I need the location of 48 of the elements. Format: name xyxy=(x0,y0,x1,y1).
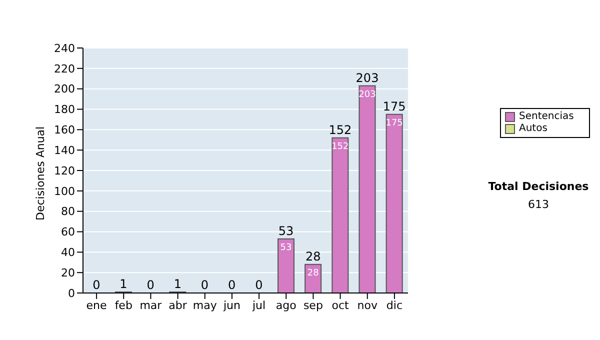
total-label: 1 xyxy=(120,276,128,291)
bar xyxy=(386,114,403,293)
y-tick-label: 0 xyxy=(68,286,75,300)
y-axis-title: Decisiones Anual xyxy=(34,126,47,220)
x-tick-label: may xyxy=(192,298,218,312)
total-label: 0 xyxy=(228,278,236,292)
x-tick-label: oct xyxy=(332,298,350,312)
x-tick-label: dic xyxy=(386,298,403,312)
text: 613 xyxy=(527,198,550,211)
y-tick-label: 80 xyxy=(61,205,75,218)
x-tick-label: mar xyxy=(140,298,162,312)
y-tick-label: 60 xyxy=(61,226,75,239)
y-tick-label: 180 xyxy=(54,103,75,116)
y-tick-label: 140 xyxy=(54,144,75,157)
x-tick-label: jul xyxy=(251,298,266,312)
legend-label: Autos xyxy=(519,123,548,135)
y-tick-label: 220 xyxy=(54,62,75,76)
total-label: 175 xyxy=(382,99,406,114)
x-tick-label: sep xyxy=(303,298,323,312)
x-tick-label: ago xyxy=(276,298,297,312)
x-tick-label: feb xyxy=(114,298,132,312)
data-label: 28 xyxy=(307,268,320,278)
x-tick-label: ene xyxy=(86,298,108,312)
y-tick-label: 100 xyxy=(54,184,75,198)
total-label: 0 xyxy=(146,278,154,292)
y-tick-label: 20 xyxy=(61,266,75,280)
total-label: 152 xyxy=(328,122,352,137)
legend-label: Sentencias xyxy=(519,111,574,123)
total-label: 203 xyxy=(356,70,379,85)
total-label: 53 xyxy=(278,224,294,238)
y-tick-label: 160 xyxy=(54,124,75,137)
y-tick-label: 240 xyxy=(54,42,75,55)
total-label: 0 xyxy=(92,278,100,292)
bar xyxy=(332,137,349,293)
y-tick-label: 120 xyxy=(54,164,75,178)
bar xyxy=(278,238,294,293)
x-tick-label: jun xyxy=(222,298,240,312)
total-label: 28 xyxy=(305,249,321,264)
x-tick-label: abr xyxy=(168,298,188,312)
y-tick-label: 200 xyxy=(54,82,75,96)
total-label: 0 xyxy=(255,278,263,292)
y-tick-label: 40 xyxy=(61,246,75,260)
bar xyxy=(358,85,376,293)
x-tick-label: nov xyxy=(357,298,378,312)
total-label: 1 xyxy=(174,276,182,291)
data-label: 53 xyxy=(280,242,292,253)
text: Total Decisiones xyxy=(487,180,590,193)
total-label: 0 xyxy=(200,278,209,292)
